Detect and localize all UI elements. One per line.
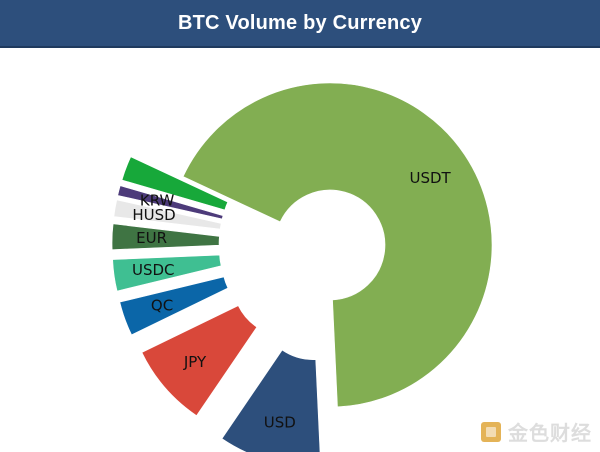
watermark: 金色财经 — [480, 417, 592, 446]
slice-usd — [221, 349, 321, 452]
slice-label-krw: KRW — [140, 191, 175, 209]
slice-eur — [111, 223, 220, 250]
slice-jpy — [141, 305, 258, 417]
donut-slices — [111, 82, 493, 452]
slice-usdt — [182, 82, 493, 408]
chart-header: BTC Volume by Currency — [0, 0, 600, 48]
jinse-logo-icon — [481, 421, 501, 442]
slice-label-usdt: USDT — [409, 169, 451, 187]
slice-label-usd: USD — [264, 414, 296, 432]
slice-other — [121, 156, 229, 211]
slice-usdc — [112, 254, 222, 292]
slice-label-husd: HUSD — [132, 206, 175, 224]
chart-title: BTC Volume by Currency — [177, 11, 423, 34]
slice-qc — [119, 276, 229, 336]
slice-label-eur: EUR — [136, 229, 167, 247]
slice-label-jpy: JPY — [183, 353, 207, 371]
slice-label-qc: QC — [151, 296, 173, 314]
watermark-text: 金色财经 — [508, 421, 592, 445]
slice-label-usdc: USDC — [132, 261, 175, 279]
slice-husd — [113, 199, 222, 230]
slice-krw — [117, 185, 224, 220]
